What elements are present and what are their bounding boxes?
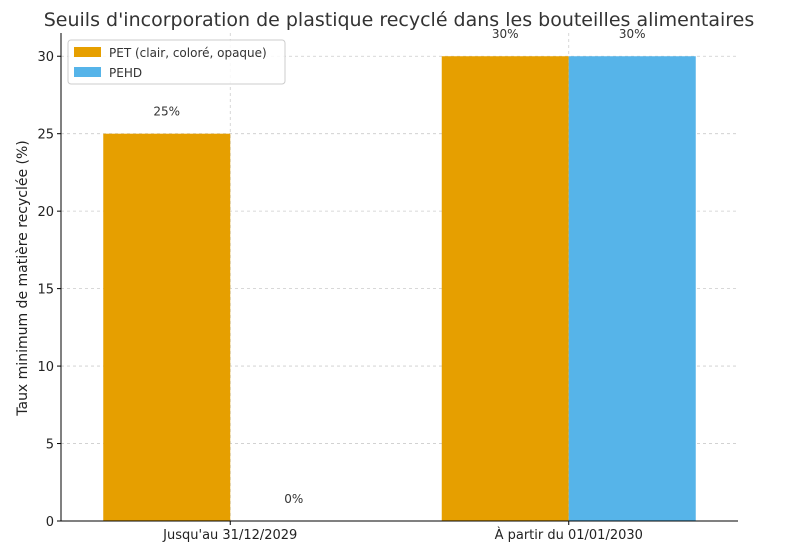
legend-frame — [67, 39, 286, 85]
x-tick-label: Jusqu'au 31/12/2029 — [162, 528, 297, 543]
bar-pet-1 — [441, 56, 569, 521]
bar-pehd-1 — [568, 56, 696, 521]
y-tick-label: 5 — [46, 438, 54, 453]
legend-swatch — [74, 47, 101, 57]
tick-labels: 0 5 10 15 20 25 30 Jusqu'au 31/12/2029 À partir … — [37, 50, 642, 543]
data-label: 30% — [619, 27, 646, 41]
y-axis-label: Taux minimum de matière recyclée (%) — [15, 140, 31, 417]
data-label: 25% — [153, 105, 180, 119]
y-tick-label: 30 — [37, 50, 54, 65]
axes — [57, 33, 738, 525]
chart-title: Seuils d'incorporation de plastique recy… — [44, 9, 755, 31]
y-tick-label: 20 — [37, 205, 54, 220]
data-label: 0% — [284, 492, 303, 506]
x-tick-label: À partir du 01/01/2030 — [495, 527, 643, 543]
y-tick-label: 15 — [37, 283, 54, 298]
y-tick-label: 25 — [37, 128, 54, 143]
bar-pet-0 — [103, 133, 231, 521]
legend-swatch — [74, 67, 101, 77]
y-tick-label: 10 — [37, 360, 54, 375]
bars — [103, 56, 696, 521]
legend-entry: PET (clair, coloré, opaque) — [109, 46, 267, 60]
y-tick-label: 0 — [46, 515, 54, 530]
legend-entry: PEHD — [109, 66, 142, 80]
data-labels: 25% 30% 0% 30% — [153, 27, 645, 506]
data-label: 30% — [492, 27, 519, 41]
legend: PET (clair, coloré, opaque) PEHD — [67, 39, 286, 85]
